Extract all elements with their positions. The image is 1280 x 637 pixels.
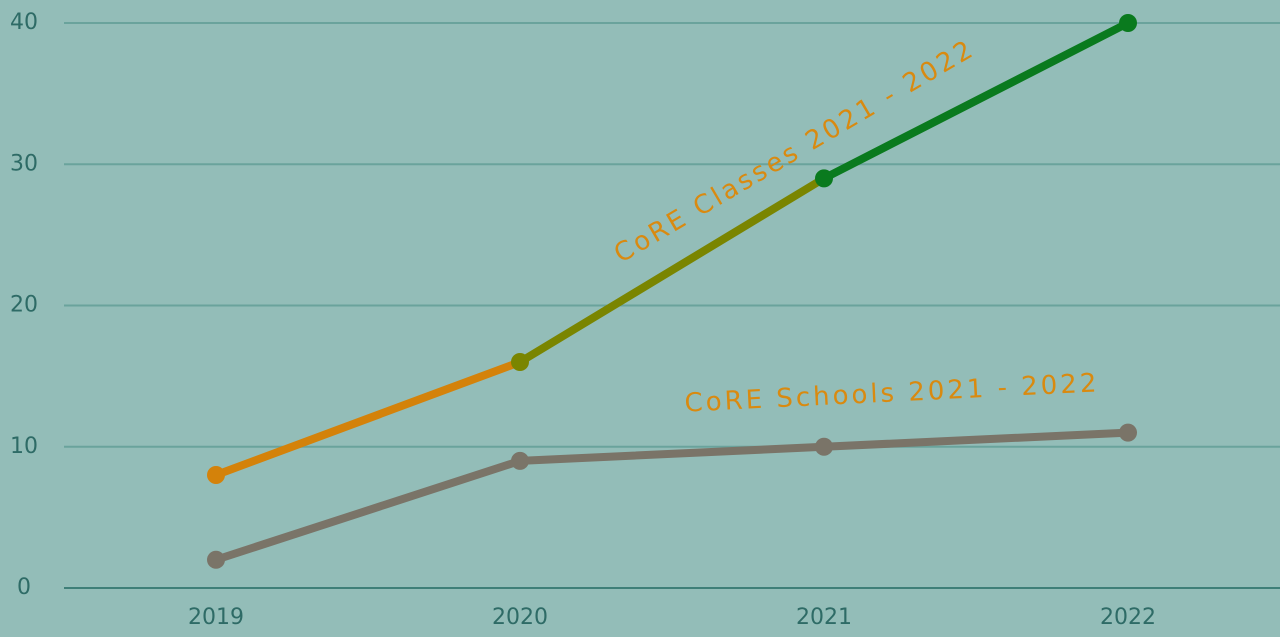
y-tick-label: 0 — [17, 575, 31, 600]
line-segment — [820, 19, 1132, 183]
y-tick-label: 40 — [10, 10, 38, 35]
data-point — [511, 451, 529, 470]
x-tick-label: 2019 — [188, 605, 244, 630]
x-tick-label: 2021 — [796, 605, 852, 630]
series-label: CoRE Schools 2021 - 2022 — [684, 368, 1100, 418]
data-point — [815, 169, 833, 188]
x-tick-label: 2022 — [1100, 605, 1156, 630]
line-segment — [212, 358, 524, 479]
y-tick-label: 10 — [10, 434, 38, 459]
line-segment — [516, 174, 828, 366]
data-point — [815, 437, 833, 456]
line-segment — [820, 428, 1132, 451]
x-tick-label: 2020 — [492, 605, 548, 630]
data-point — [207, 550, 225, 569]
series-label: CoRE Classes 2021 - 2022 — [609, 34, 980, 270]
data-point — [207, 466, 225, 484]
data-point — [1119, 423, 1137, 442]
line-segment — [212, 456, 524, 564]
line-segment — [516, 442, 828, 465]
data-point — [1119, 14, 1137, 32]
data-point — [511, 353, 529, 371]
y-tick-label: 30 — [10, 151, 38, 176]
y-tick-label: 20 — [10, 293, 38, 318]
